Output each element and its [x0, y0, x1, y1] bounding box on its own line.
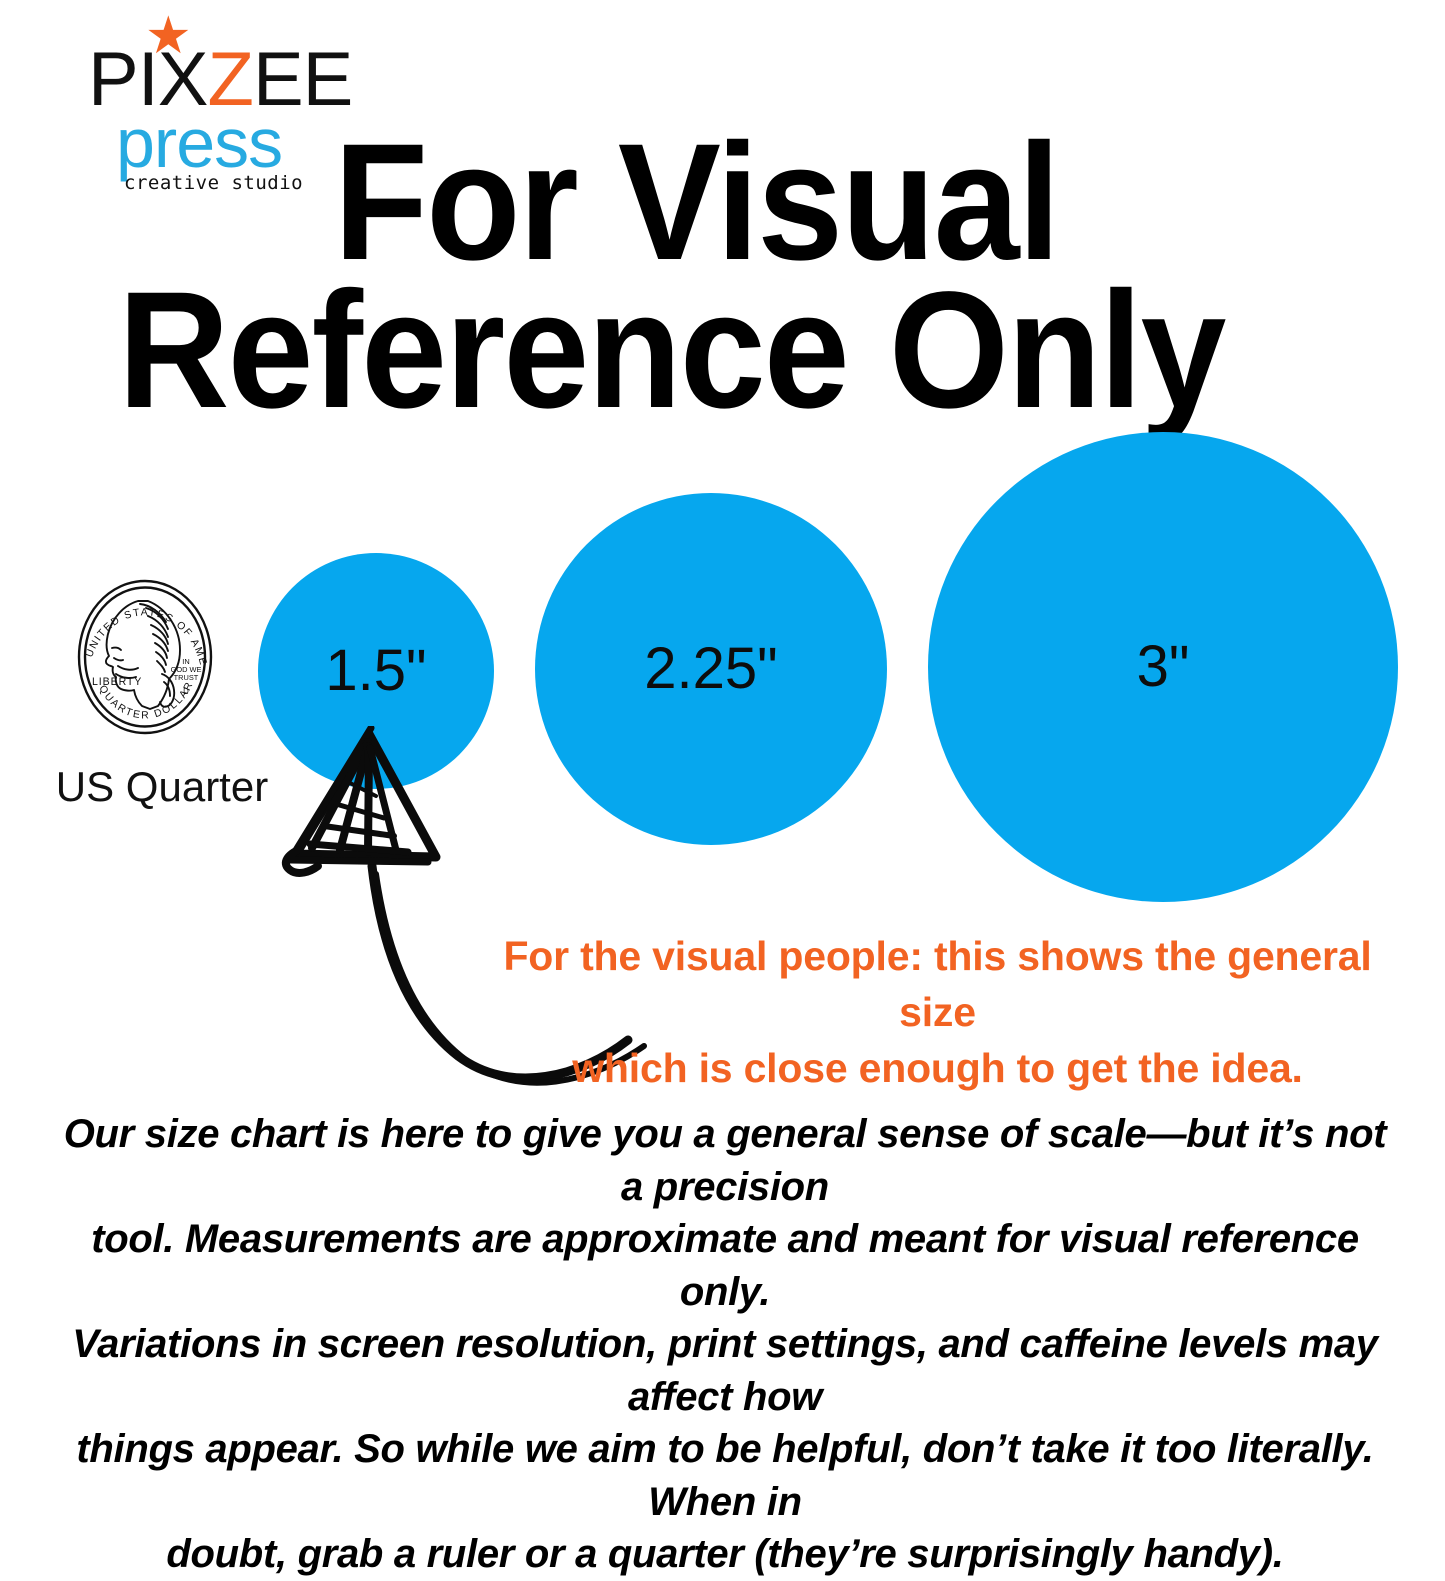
quarter-motto-line-1: IN [182, 657, 189, 666]
disclaimer-line-4: things appear. So while we aim to be hel… [76, 1427, 1374, 1524]
quarter-inscription-liberty: LIBERTY [92, 676, 142, 688]
size-circle-1-5: 1.5" [258, 553, 494, 789]
quarter-mint-mark: D [183, 687, 189, 696]
wordmark-z: Z [207, 37, 254, 122]
quarter-label: US Quarter [55, 763, 269, 810]
disclaimer-line-3: Variations in screen resolution, print s… [72, 1322, 1378, 1419]
size-circle-label: 1.5" [325, 638, 427, 703]
brand-wordmark: PIXZEE [88, 42, 353, 118]
page-title-line-2: Reference Only [118, 258, 1226, 444]
quarter-motto-line-3: TRUST [174, 673, 199, 682]
page-title-line-1: For Visual [333, 110, 1061, 296]
callout-line-2: which is close enough to get the idea. [572, 1045, 1303, 1091]
callout-line-1: For the visual people: this shows the ge… [503, 933, 1372, 1035]
quarter-motto-line-2: GOD WE [171, 665, 202, 674]
disclaimer-line-1: Our size chart is here to give you a gen… [63, 1112, 1387, 1209]
brand-tagline: creative studio [124, 172, 304, 194]
wordmark-pix: PIX [88, 37, 208, 122]
size-circle-label: 3" [1136, 634, 1190, 699]
quarter-reference-group: UNITED STATES OF AMERICA QUARTER DOLLAR … [56, 578, 300, 828]
page-title: For Visual Reference Only [118, 110, 1281, 444]
brand-logo: ★ PIXZEE press creative studio [88, 7, 353, 199]
callout-text: For the visual people: this shows the ge… [470, 928, 1405, 1096]
star-icon: ★ [145, 7, 192, 65]
disclaimer-line-2: tool. Measurements are approximate and m… [91, 1217, 1359, 1314]
size-circle-label: 2.25" [644, 636, 778, 701]
disclaimer-text: Our size chart is here to give you a gen… [56, 1108, 1394, 1581]
wordmark-ee: EE [252, 37, 353, 122]
disclaimer-line-5: doubt, grab a ruler or a quarter (they’r… [166, 1532, 1284, 1576]
size-circle-3: 3" [928, 432, 1398, 902]
quarter-inscription-top: UNITED STATES OF AMERICA [76, 578, 208, 667]
brand-press-word: press [116, 104, 283, 182]
size-circle-2-25: 2.25" [535, 493, 887, 845]
size-chart-graphic: ★ PIXZEE press creative studio For Visua… [55, 7, 1405, 1576]
us-quarter-icon: UNITED STATES OF AMERICA QUARTER DOLLAR … [76, 578, 213, 735]
